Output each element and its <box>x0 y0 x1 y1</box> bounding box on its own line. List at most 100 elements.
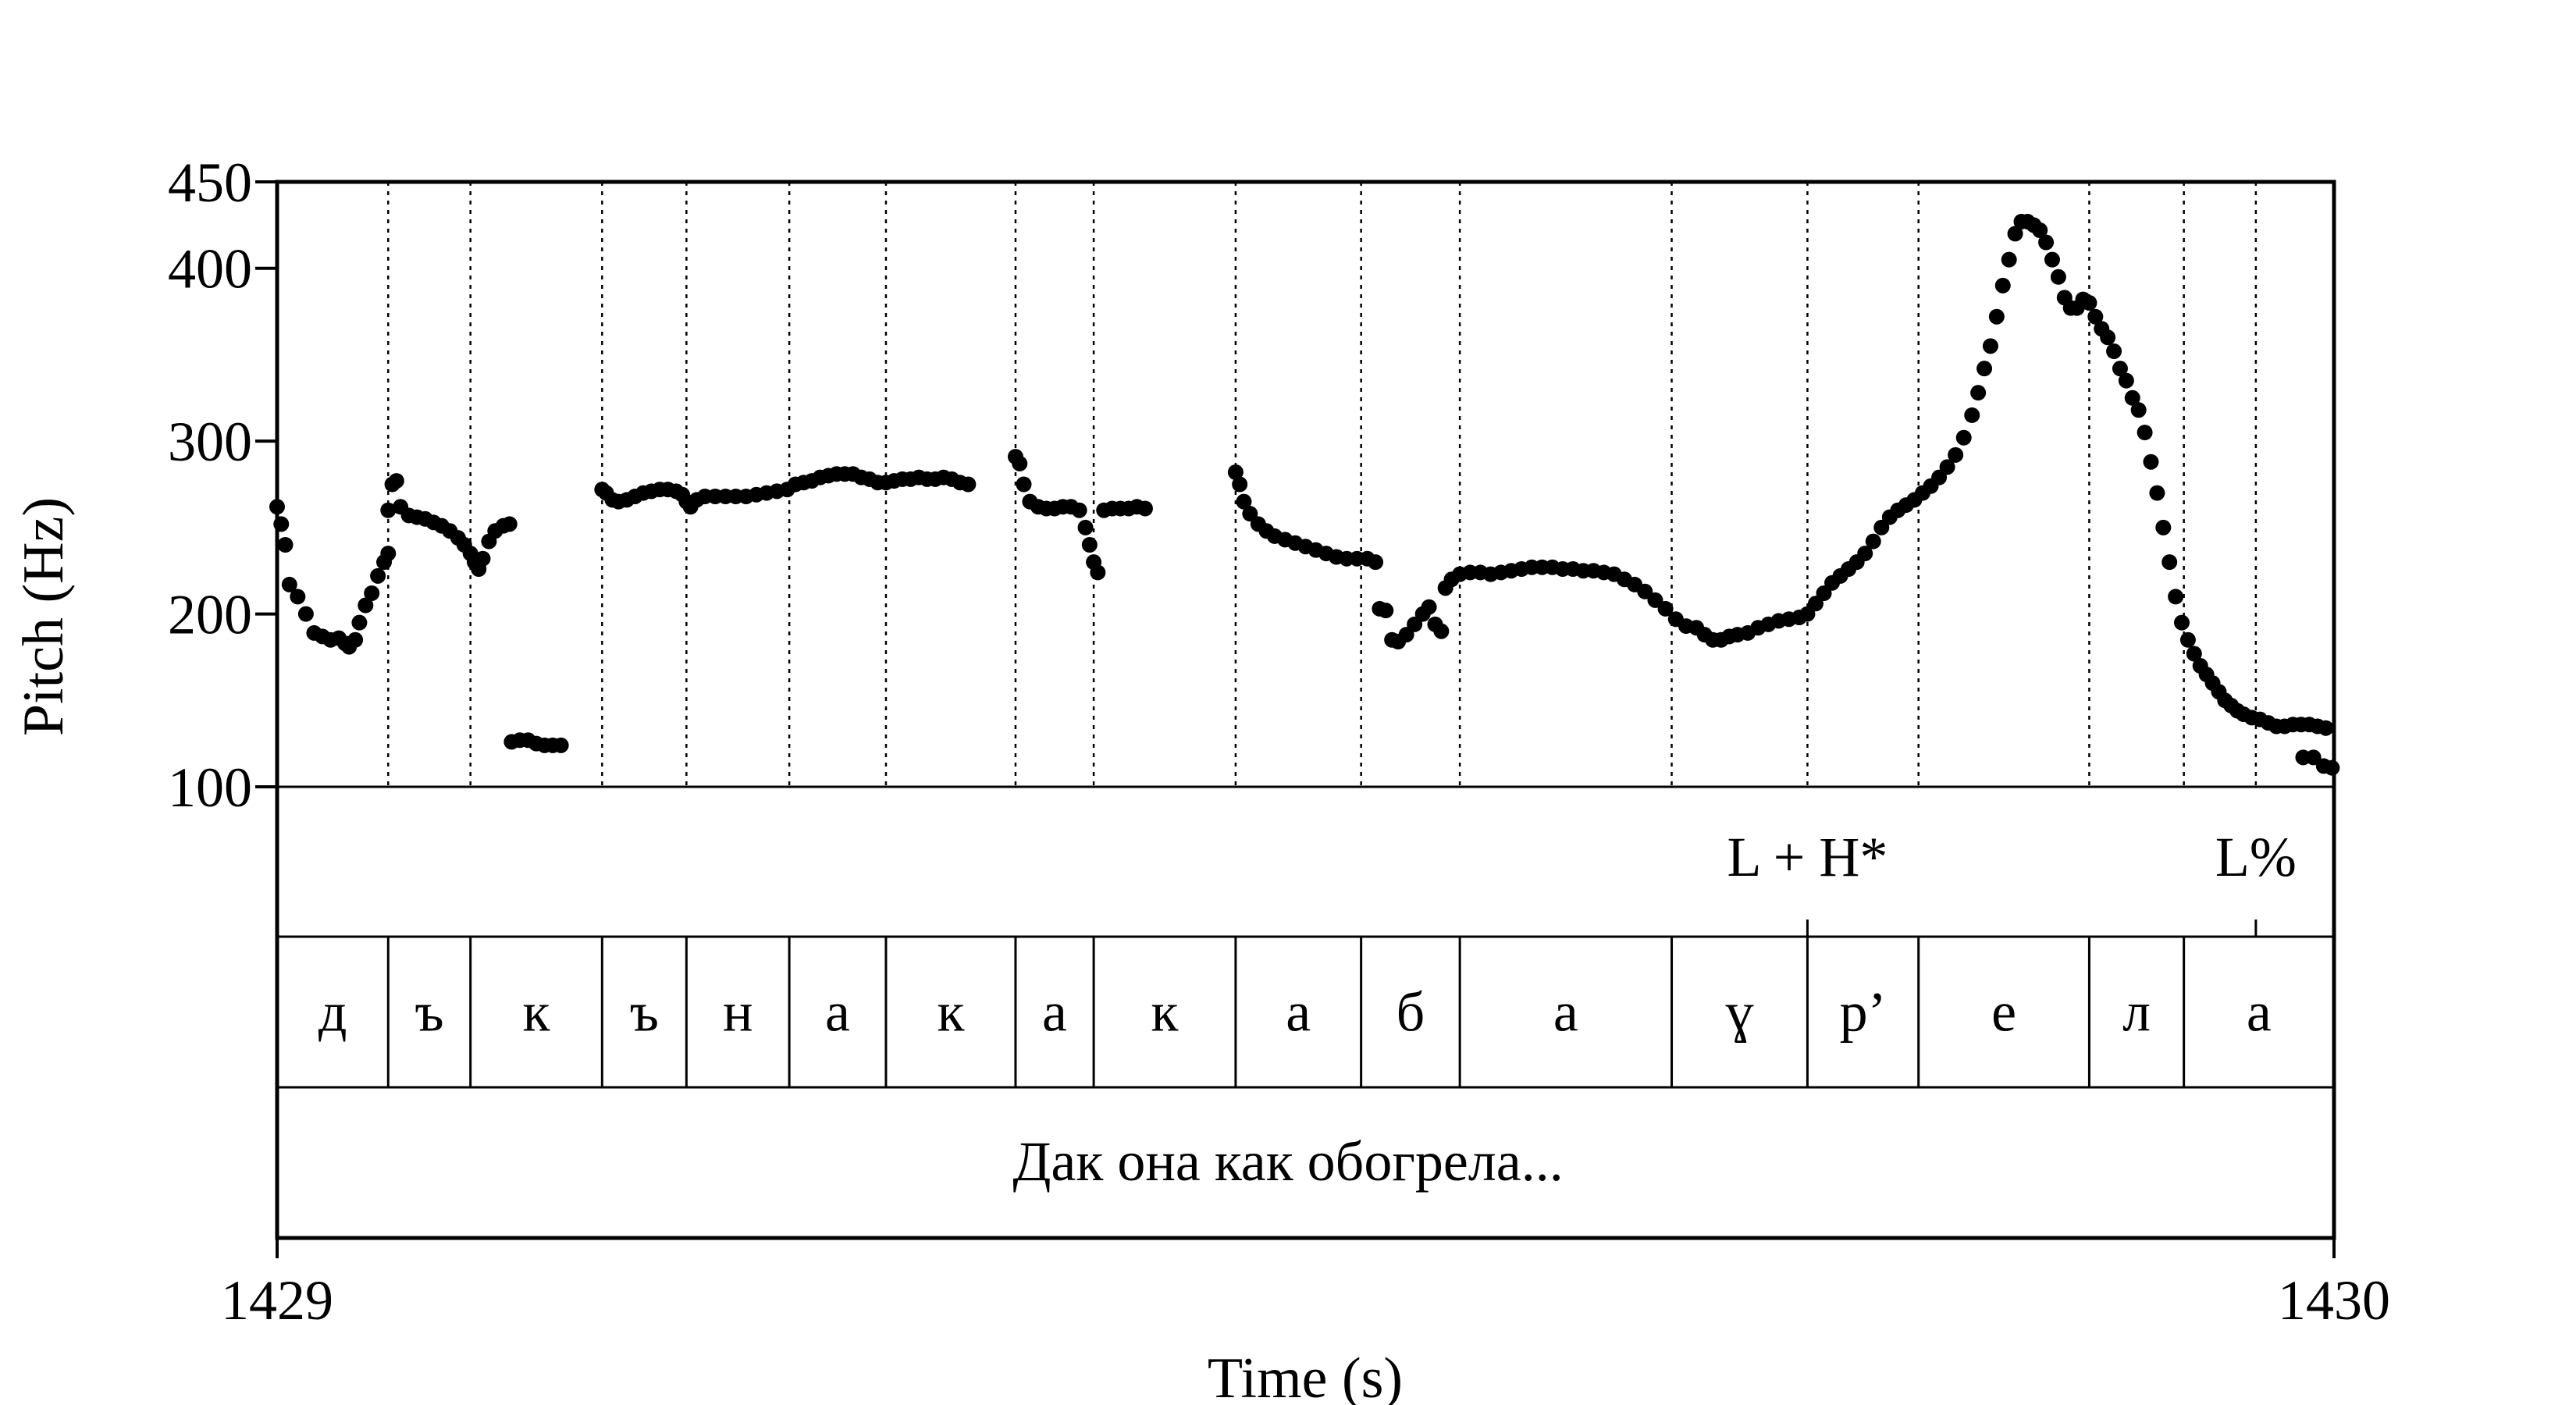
pitch-point-1-2 <box>388 473 404 489</box>
pitch-point-8-85 <box>2137 425 2153 441</box>
pitch-point-8-21 <box>1647 592 1663 608</box>
pitch-point-8-92 <box>2179 631 2196 648</box>
pitch-point-9-1 <box>2305 749 2322 766</box>
segment-label-10: б <box>1397 981 1425 1044</box>
pitch-point-2-6 <box>553 737 569 753</box>
plot-frame <box>275 180 2336 1240</box>
pitch-point-6-1 <box>1232 476 1248 493</box>
segment-label-4: н <box>723 981 753 1044</box>
pitch-point-8-71 <box>2050 269 2066 285</box>
pitch-point-8-59 <box>1976 361 1993 377</box>
pitch-point-0-0 <box>269 499 285 515</box>
pitch-point-8-55 <box>1948 446 1964 463</box>
pitch-point-0-13 <box>351 614 368 631</box>
pitch-point-4-2 <box>1016 476 1032 493</box>
x-tick-label-end: 1430 <box>2278 1269 2390 1332</box>
pitch-point-0-2 <box>277 537 294 553</box>
y-tick-label-2: 300 <box>168 411 252 473</box>
segment-label-7: а <box>1042 981 1067 1044</box>
pitch-point-7-9 <box>1433 623 1450 639</box>
pitch-point-0-5 <box>297 606 314 622</box>
pitch-point-6-2 <box>1236 493 1252 510</box>
pitch-point-8-90 <box>2168 589 2184 605</box>
segment-label-5: а <box>825 981 850 1044</box>
x-tick-label-start: 1429 <box>221 1269 333 1332</box>
pitch-point-8-45 <box>1865 533 1881 550</box>
pitch-point-8-76 <box>2081 295 2097 311</box>
segment-label-12: ɣ <box>1725 981 1753 1044</box>
segment-label-16: а <box>2247 981 2272 1044</box>
pitch-point-9-3 <box>2324 759 2340 776</box>
tone-tier: L + H* L% <box>1727 826 2297 937</box>
y-tick-label-1: 200 <box>168 584 252 646</box>
pitch-point-4-13 <box>1090 564 1106 581</box>
pitch-point-8-22 <box>1657 600 1674 617</box>
pitch-point-8-58 <box>1970 385 1987 401</box>
segment-label-3: ъ <box>630 981 659 1044</box>
pitch-point-3-45 <box>960 476 977 493</box>
pitch-point-8-77 <box>2087 308 2104 325</box>
y-tick-label-4: 450 <box>168 151 252 214</box>
tone-label-1: L% <box>2215 826 2297 888</box>
frame <box>275 180 2336 1240</box>
segment-label-6: к <box>937 981 965 1044</box>
axes: 1429 1430 Time (s) Pitch (Hz) 100 200 300 4… <box>12 151 2390 1405</box>
pitch-point-8-83 <box>2124 389 2140 406</box>
pitch-point-4-10 <box>1077 519 1094 535</box>
segment-label-2: к <box>523 981 551 1044</box>
pitch-point-8-93 <box>2186 646 2202 662</box>
pitch-point-8-91 <box>2174 614 2190 631</box>
segment-tier: д ъ к ъ н а к а к а б а ɣ р’ е л а <box>318 937 2272 1087</box>
segment-label-8: к <box>1151 981 1179 1044</box>
y-axis-title: Pitch (Hz) <box>12 497 76 736</box>
pitch-point-0-1 <box>273 516 290 532</box>
pitch-point-6-0 <box>1227 464 1244 480</box>
pitch-point-7-7 <box>1421 599 1437 615</box>
pitch-point-0-4 <box>290 589 306 605</box>
y-tick-label-0: 100 <box>168 756 252 819</box>
pitch-point-1-15 <box>475 550 491 567</box>
pitch-point-4-1 <box>1012 455 1028 471</box>
pitch-point-8-84 <box>2130 402 2147 418</box>
pitch-point-8-86 <box>2143 454 2159 470</box>
segment-label-11: а <box>1553 981 1578 1044</box>
pitch-point-8-44 <box>1857 546 1873 562</box>
pitch-point-8-69 <box>2038 234 2055 251</box>
pitch-points <box>269 213 2340 776</box>
pitch-point-0-3 <box>281 576 297 592</box>
y-tick-label-3: 400 <box>168 238 252 301</box>
pitch-point-8-63 <box>2001 251 2017 268</box>
pitch-point-8-62 <box>1994 277 2011 293</box>
segment-label-15: л <box>2122 981 2151 1044</box>
pitch-point-8-81 <box>2112 361 2128 377</box>
pitch-point-1-19 <box>501 516 518 532</box>
pitch-point-8-111 <box>2318 720 2334 736</box>
segment-label-14: е <box>1991 981 2016 1044</box>
pitch-point-8-89 <box>2161 554 2178 571</box>
pitch-point-0-16 <box>370 567 386 584</box>
pitch-point-8-54 <box>1939 459 1955 475</box>
pitch-point-8-20 <box>1637 583 1653 599</box>
pitch-point-4-9 <box>1071 502 1087 518</box>
pitch-point-6-16 <box>1368 554 1384 571</box>
pitch-point-8-61 <box>1988 308 2005 325</box>
pitch-point-8-82 <box>2118 372 2134 389</box>
pitch-point-1-0 <box>380 502 397 518</box>
pitch-point-7-1 <box>1378 603 1394 619</box>
sentence-label: Дак она как обогрела... <box>1012 1130 1563 1193</box>
segment-label-9: а <box>1286 981 1311 1044</box>
x-axis-title: Time (s) <box>1208 1346 1403 1405</box>
segment-label-1: ъ <box>415 981 443 1044</box>
pitch-point-8-64 <box>2007 226 2023 242</box>
segment-label-0: д <box>318 981 347 1044</box>
sentence-tier: Дак она как обогрела... <box>1012 1130 1563 1193</box>
pitch-point-8-60 <box>1982 338 1998 354</box>
pitch-point-8-79 <box>2100 329 2116 346</box>
pitch-point-8-56 <box>1955 429 1972 446</box>
pitch-point-8-68 <box>2032 222 2048 238</box>
pitch-point-8-87 <box>2149 485 2165 501</box>
pitch-point-8-70 <box>2044 251 2061 268</box>
pitch-point-8-88 <box>2155 519 2172 535</box>
pitch-point-5-5 <box>1137 500 1153 517</box>
